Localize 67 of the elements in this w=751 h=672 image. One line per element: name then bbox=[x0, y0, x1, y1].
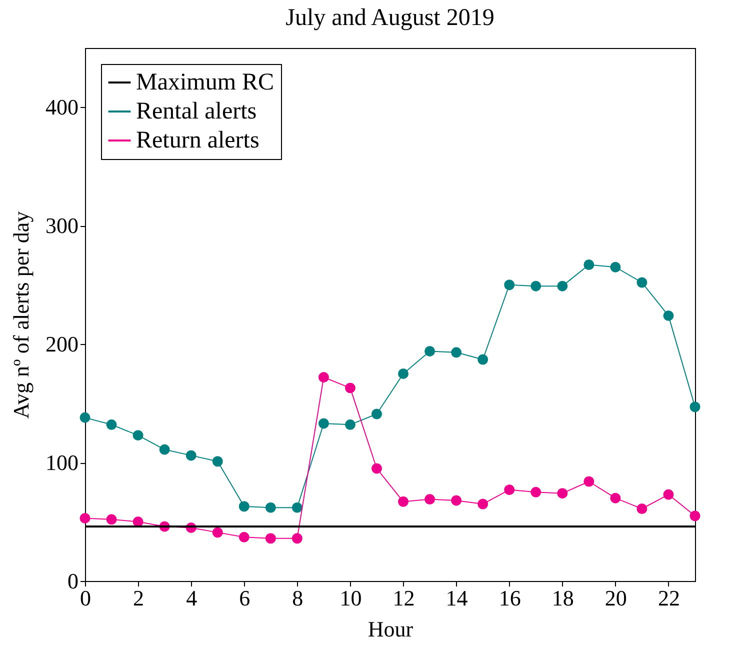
point bbox=[132, 430, 144, 441]
point bbox=[398, 496, 409, 507]
point bbox=[212, 456, 223, 467]
x-tick-label: 18 bbox=[552, 586, 574, 610]
x-tick-label: 16 bbox=[498, 586, 521, 610]
point bbox=[424, 494, 436, 505]
point bbox=[663, 310, 674, 321]
point bbox=[238, 501, 250, 512]
point bbox=[557, 488, 568, 499]
point bbox=[80, 412, 90, 423]
x-tick-label: 10 bbox=[340, 586, 362, 610]
point bbox=[610, 492, 621, 504]
y-tick-label: 0 bbox=[68, 568, 78, 594]
point bbox=[451, 347, 462, 358]
point bbox=[318, 372, 329, 383]
point bbox=[584, 476, 594, 487]
y-tick-label: 200 bbox=[46, 332, 78, 357]
point bbox=[318, 418, 329, 429]
point bbox=[344, 382, 356, 394]
x-tick-label: 6 bbox=[239, 586, 250, 610]
point bbox=[344, 419, 356, 430]
point bbox=[478, 354, 488, 365]
x-tick-label: 20 bbox=[604, 586, 627, 610]
legend-label: Return alerts bbox=[136, 128, 260, 154]
point bbox=[557, 280, 568, 292]
point bbox=[530, 486, 542, 498]
point bbox=[212, 527, 223, 538]
point bbox=[238, 532, 250, 542]
point bbox=[186, 450, 196, 461]
point bbox=[159, 444, 170, 455]
legend-label: Rental alerts bbox=[136, 98, 257, 124]
point bbox=[690, 402, 700, 412]
point bbox=[398, 368, 409, 379]
point bbox=[106, 514, 117, 525]
point bbox=[265, 533, 276, 544]
point bbox=[504, 280, 515, 290]
point bbox=[292, 533, 302, 544]
y-axis-title: Avg nº of alerts per day bbox=[8, 211, 34, 419]
y-tick-label: 400 bbox=[46, 94, 78, 120]
x-tick-label: 12 bbox=[392, 586, 415, 610]
point bbox=[504, 484, 515, 496]
chart-title: July and August 2019 bbox=[286, 5, 494, 31]
legend-label: Maximum RC bbox=[136, 70, 274, 96]
x-tick-label: 4 bbox=[186, 586, 198, 610]
point bbox=[584, 260, 594, 270]
y-tick-label: 300 bbox=[46, 213, 78, 238]
point bbox=[530, 280, 542, 292]
point bbox=[636, 504, 648, 514]
point bbox=[424, 346, 436, 356]
x-tick-label: 22 bbox=[658, 586, 680, 610]
point bbox=[106, 419, 117, 430]
point bbox=[478, 498, 488, 510]
point bbox=[610, 262, 621, 272]
point bbox=[371, 463, 382, 474]
point bbox=[663, 489, 674, 500]
x-tick-label: 14 bbox=[446, 586, 468, 610]
point bbox=[451, 495, 462, 506]
point bbox=[292, 502, 302, 513]
point bbox=[80, 512, 90, 524]
y-tick-label: 100 bbox=[46, 450, 78, 476]
point bbox=[690, 510, 700, 522]
point bbox=[636, 277, 648, 288]
x-tick-label: 2 bbox=[133, 586, 144, 610]
point bbox=[265, 502, 276, 513]
x-axis-title: Hour bbox=[368, 616, 414, 642]
point bbox=[371, 408, 382, 420]
x-tick-label: 8 bbox=[292, 586, 304, 610]
